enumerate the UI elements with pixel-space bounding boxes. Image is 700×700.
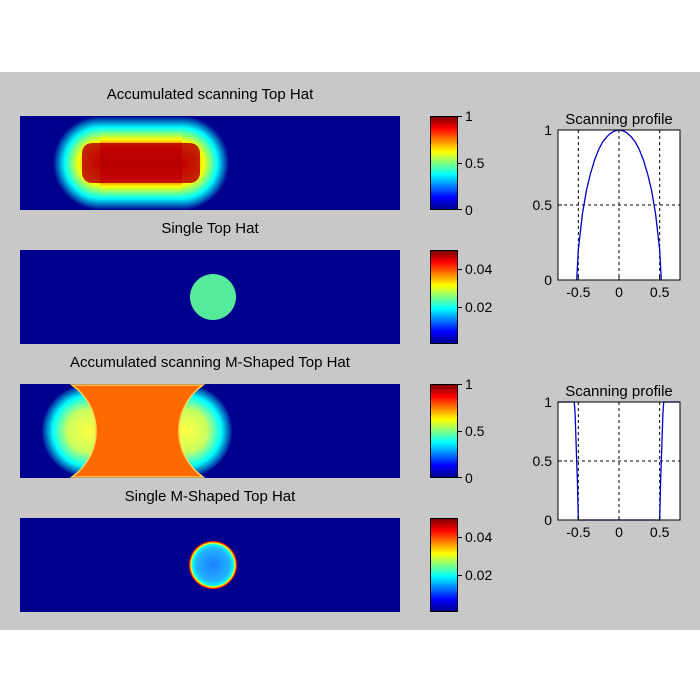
y-tick-label: 1 (544, 122, 552, 138)
colorbar-tick-label: 0.02 (465, 299, 493, 315)
scanning-profile-plot-top-hat: Scanning profile -0.5 0 0.5 0 0.5 1 (533, 111, 681, 300)
y-tick-label: 1 (544, 394, 552, 410)
y-tick-label: 0.5 (533, 453, 553, 469)
colorbar-tick-label: 0.04 (465, 529, 493, 545)
colorbar-tick-label: 0 (465, 470, 473, 486)
heatmap-single-m-shaped-top-hat (20, 518, 400, 612)
x-tick-label: -0.5 (566, 284, 590, 300)
heatmap-title: Single M-Shaped Top Hat (124, 488, 296, 505)
colorbar-tick-label: 1 (465, 108, 473, 124)
colorbar (430, 518, 458, 612)
scanning-profile-plot-m-shaped: Scanning profile -0.5 0 0.5 0 0.5 1 (533, 383, 681, 540)
plot-title: Scanning profile (565, 111, 673, 128)
x-tick-label: 0 (615, 524, 623, 540)
colorbar (430, 384, 458, 478)
x-tick-label: 0.5 (650, 284, 670, 300)
colorbar-tick-label: 0.5 (465, 423, 485, 439)
colorbar (430, 250, 458, 344)
plot-title: Scanning profile (565, 383, 673, 400)
heatmap-title: Accumulated scanning Top Hat (106, 86, 314, 103)
x-tick-label: -0.5 (566, 524, 590, 540)
heatmap-single-top-hat (20, 250, 400, 344)
x-tick-label: 0 (615, 284, 623, 300)
heatmap-title: Single Top Hat (161, 220, 259, 237)
heatmap-title: Accumulated scanning M-Shaped Top Hat (70, 354, 350, 371)
heatmap-accumulated-top-hat (20, 116, 400, 210)
colorbar-tick-label: 1 (465, 376, 473, 392)
colorbar (430, 116, 458, 210)
y-tick-label: 0 (544, 272, 552, 288)
y-tick-label: 0 (544, 512, 552, 528)
heatmap-accumulated-m-shaped-top-hat (20, 384, 400, 478)
colorbar-tick-label: 0.04 (465, 261, 493, 277)
colorbar-tick-label: 0.02 (465, 567, 493, 583)
y-tick-label: 0.5 (533, 197, 553, 213)
colorbar-tick-label: 0 (465, 202, 473, 218)
x-tick-label: 0.5 (650, 524, 670, 540)
colorbar-tick-label: 0.5 (465, 155, 485, 171)
figure-window: Accumulated scanning Top Hat (0, 72, 700, 630)
